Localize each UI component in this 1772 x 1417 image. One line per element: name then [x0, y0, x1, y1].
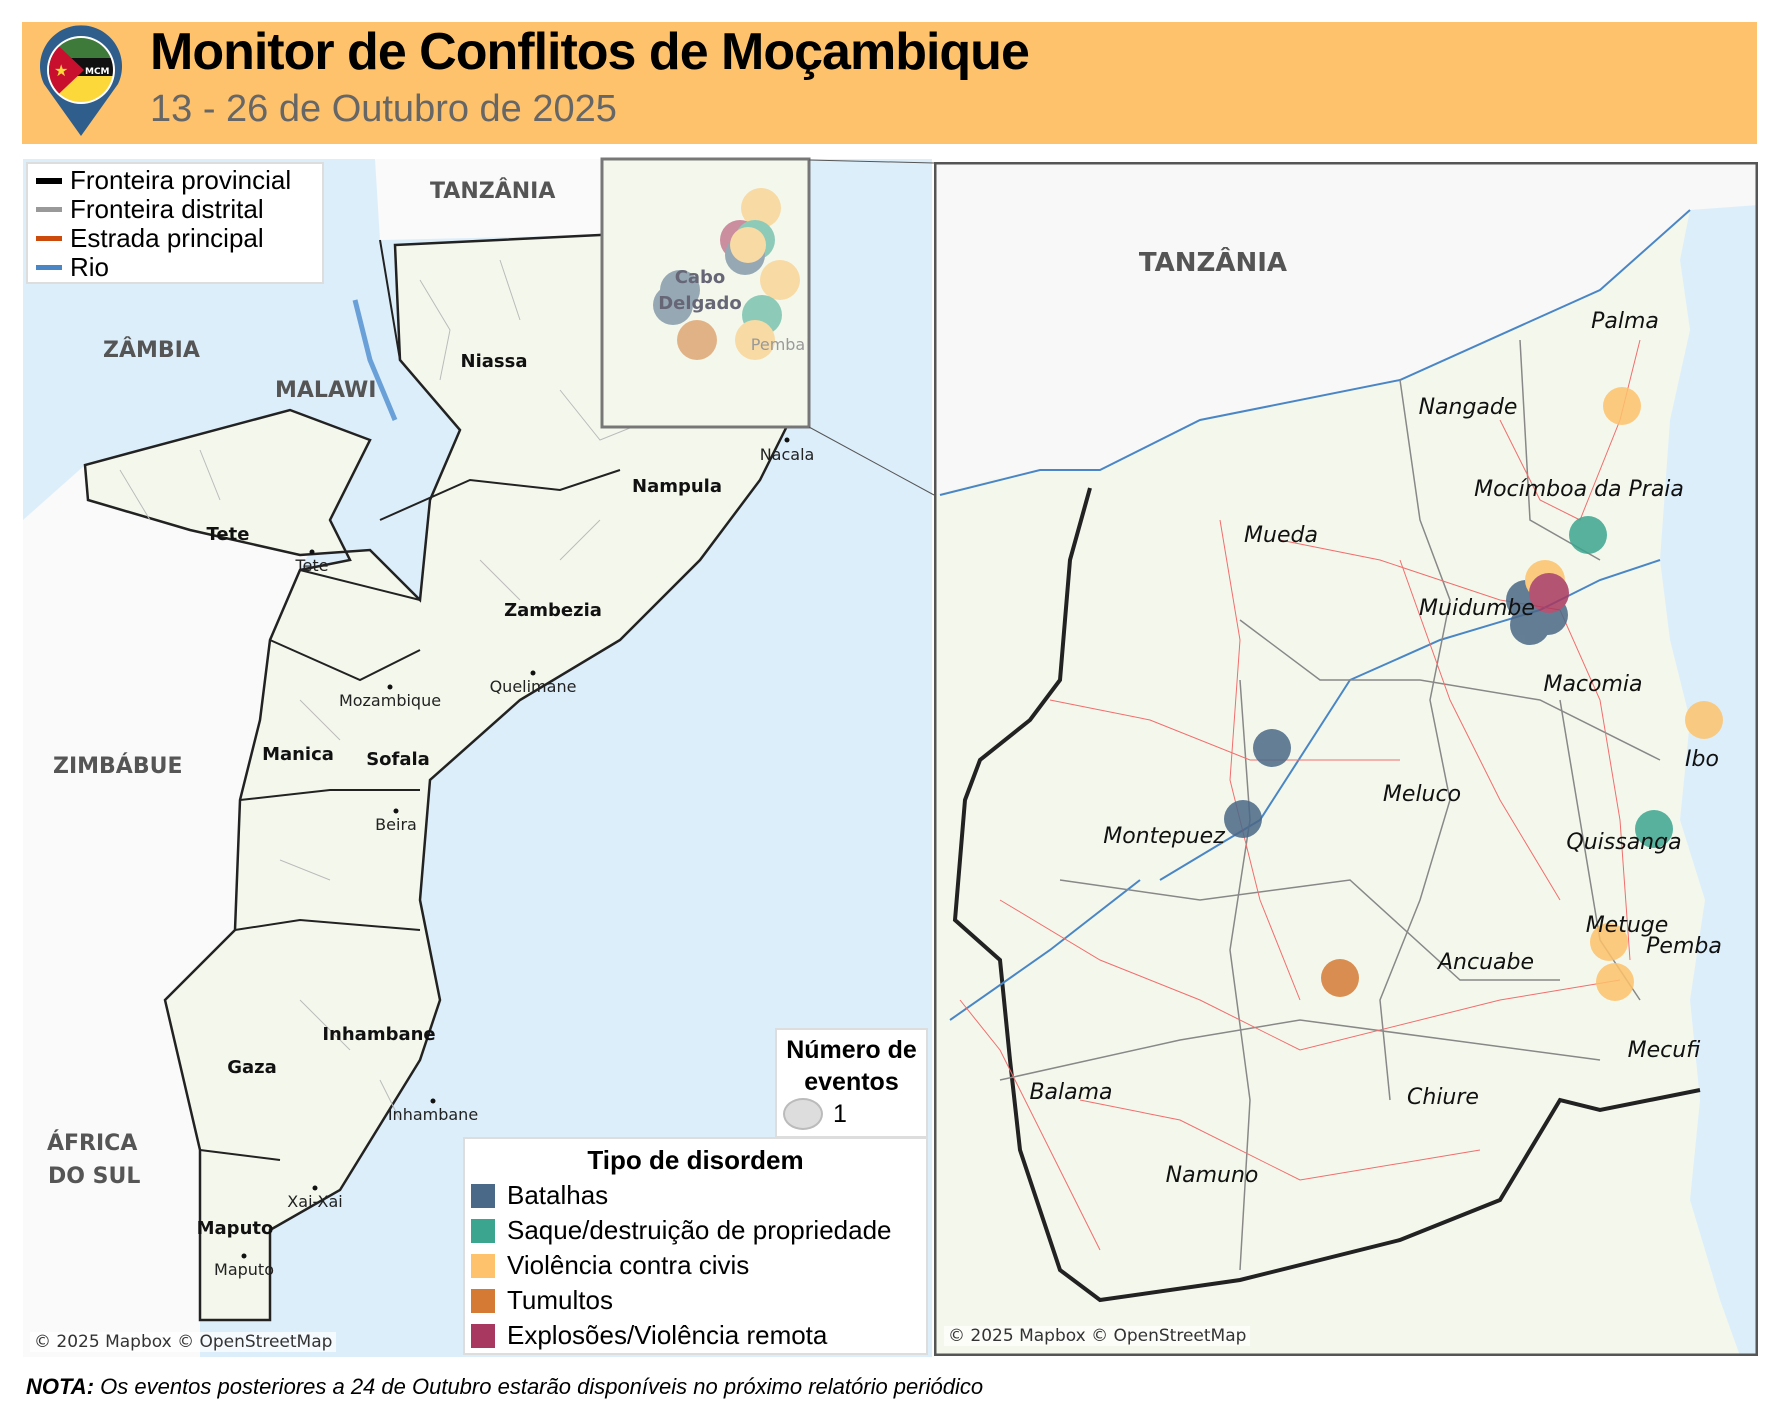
district-label: Ibo: [1685, 747, 1719, 772]
legend-label: Fronteira distrital: [70, 194, 264, 224]
size-legend-value: 1: [833, 1100, 847, 1128]
district-label: Nangade: [1419, 395, 1518, 420]
event-marker[interactable]: [1635, 810, 1673, 848]
district-label: Ancuabe: [1436, 950, 1534, 975]
map-attribution[interactable]: © 2025 Mapbox © OpenStreetMap: [30, 1332, 337, 1352]
province-label: Maputo: [197, 1218, 274, 1239]
mcm-logo: ★ MCM: [40, 25, 122, 137]
event-marker[interactable]: [1224, 800, 1262, 838]
district-label: Pemba: [1646, 934, 1722, 959]
city-label: Quelimane: [490, 677, 577, 696]
size-legend: Número de eventos 1: [775, 1028, 928, 1138]
event-marker[interactable]: [1685, 701, 1723, 739]
disorder-type-legend: Tipo de disordem Batalhas Saque/destruiç…: [463, 1137, 928, 1355]
footnote-label: NOTA:: [26, 1374, 95, 1399]
legend-label: Tumultos: [507, 1285, 613, 1315]
district-label: Macomia: [1543, 672, 1642, 697]
district-label: Namuno: [1166, 1163, 1259, 1188]
svg-text:MCM: MCM: [85, 67, 110, 77]
event-marker[interactable]: [1596, 963, 1634, 1001]
event-marker[interactable]: [1569, 516, 1607, 554]
footnote-text: Os eventos posteriores a 24 de Outubro e…: [94, 1374, 984, 1399]
svg-text:★: ★: [54, 61, 68, 80]
legend-label: Saque/destruição de propriedade: [507, 1215, 892, 1245]
district-label: Muidumbe: [1419, 596, 1535, 621]
mozambique-shape: [83, 168, 802, 1322]
district-label: Montepuez: [1103, 824, 1225, 849]
country-label: DO SUL: [48, 1164, 140, 1189]
legend-label: Fronteira provincial: [70, 165, 292, 195]
district-label: Palma: [1591, 309, 1659, 334]
legend-item: Batalhas: [471, 1178, 920, 1213]
legend-item: Violência contra civis: [471, 1248, 920, 1283]
city-label: Maputo: [214, 1260, 274, 1279]
legend-label: Violência contra civis: [507, 1250, 750, 1280]
legend-item: Fronteira provincial: [36, 166, 314, 195]
city-label: Inhambane: [388, 1105, 478, 1124]
country-label: ÁFRICA: [47, 1130, 137, 1156]
district-label: Metuge: [1586, 913, 1669, 938]
legend-label: Estrada principal: [70, 223, 264, 253]
province-label: Manica: [262, 744, 334, 765]
city-label: Pemba: [751, 335, 805, 354]
country-label: ZIMBÁBUE: [53, 753, 183, 779]
city-label: Beira: [375, 815, 417, 834]
city-label: Mozambique: [339, 691, 441, 710]
legend-item: Fronteira distrital: [36, 195, 314, 224]
district-label: Quissanga: [1566, 830, 1681, 855]
legend-item: Saque/destruição de propriedade: [471, 1213, 920, 1248]
country-label: MALAWI: [275, 378, 376, 403]
legend-title: Tipo de disordem: [587, 1145, 804, 1175]
legend-item: Estrada principal: [36, 224, 314, 253]
city-label: Xai-Xai: [287, 1192, 342, 1211]
legend-label: Rio: [70, 252, 110, 282]
event-markers: [1224, 387, 1723, 1001]
line-legend: Fronteira provincial Fronteira distrital…: [26, 162, 324, 284]
cabo-delgado-detail-map[interactable]: TANZÂNIA Palma Nangade Mocímboa da Praia…: [934, 162, 1758, 1356]
province-label: Delgado: [658, 293, 742, 314]
province-label: Tete: [207, 524, 250, 545]
district-label: Balama: [1029, 1080, 1112, 1105]
footnote: NOTA: Os eventos posteriores a 24 de Out…: [26, 1374, 983, 1400]
district-label: Chiure: [1407, 1085, 1479, 1110]
event-marker[interactable]: [1253, 729, 1291, 767]
event-marker[interactable]: [1590, 923, 1628, 961]
city-label: Tete: [294, 556, 328, 575]
province-label: Zambezia: [504, 600, 602, 621]
event-marker[interactable]: [1529, 573, 1569, 613]
legend-item: Rio: [36, 253, 314, 282]
legend-label: Batalhas: [507, 1180, 609, 1210]
event-marker[interactable]: [1603, 387, 1641, 425]
province-label: Niassa: [461, 351, 528, 372]
legend-item: Explosões/Violência remota: [471, 1318, 920, 1353]
page-subtitle: 13 - 26 de Outubro de 2025: [150, 88, 617, 130]
inset-event-markers: [653, 188, 800, 360]
country-label: TANZÂNIA: [430, 178, 555, 204]
province-label: Inhambane: [322, 1024, 435, 1045]
legend-label: Explosões/Violência remota: [507, 1320, 828, 1350]
district-label: Mocímboa da Praia: [1474, 477, 1684, 502]
legend-item: Tumultos: [471, 1283, 920, 1318]
country-label: ZÂMBIA: [103, 337, 200, 363]
size-legend-title: Número de eventos: [786, 1036, 917, 1096]
city-label: Nacala: [760, 445, 815, 464]
district-label: Mecufi: [1628, 1038, 1702, 1063]
district-label: Mueda: [1244, 523, 1318, 548]
page-title: Monitor de Conflitos de Moçambique: [150, 23, 1030, 81]
district-label: Meluco: [1383, 782, 1461, 807]
country-label: TANZÂNIA: [1139, 246, 1287, 278]
province-label: Cabo: [675, 267, 726, 288]
header-banner: [22, 22, 1757, 144]
province-label: Sofala: [366, 749, 430, 770]
size-circle-icon: [783, 1098, 823, 1130]
province-label: Nampula: [632, 476, 722, 497]
province-label: Gaza: [227, 1057, 277, 1078]
map-attribution[interactable]: © 2025 Mapbox © OpenStreetMap: [944, 1326, 1251, 1346]
event-marker[interactable]: [1321, 959, 1359, 997]
